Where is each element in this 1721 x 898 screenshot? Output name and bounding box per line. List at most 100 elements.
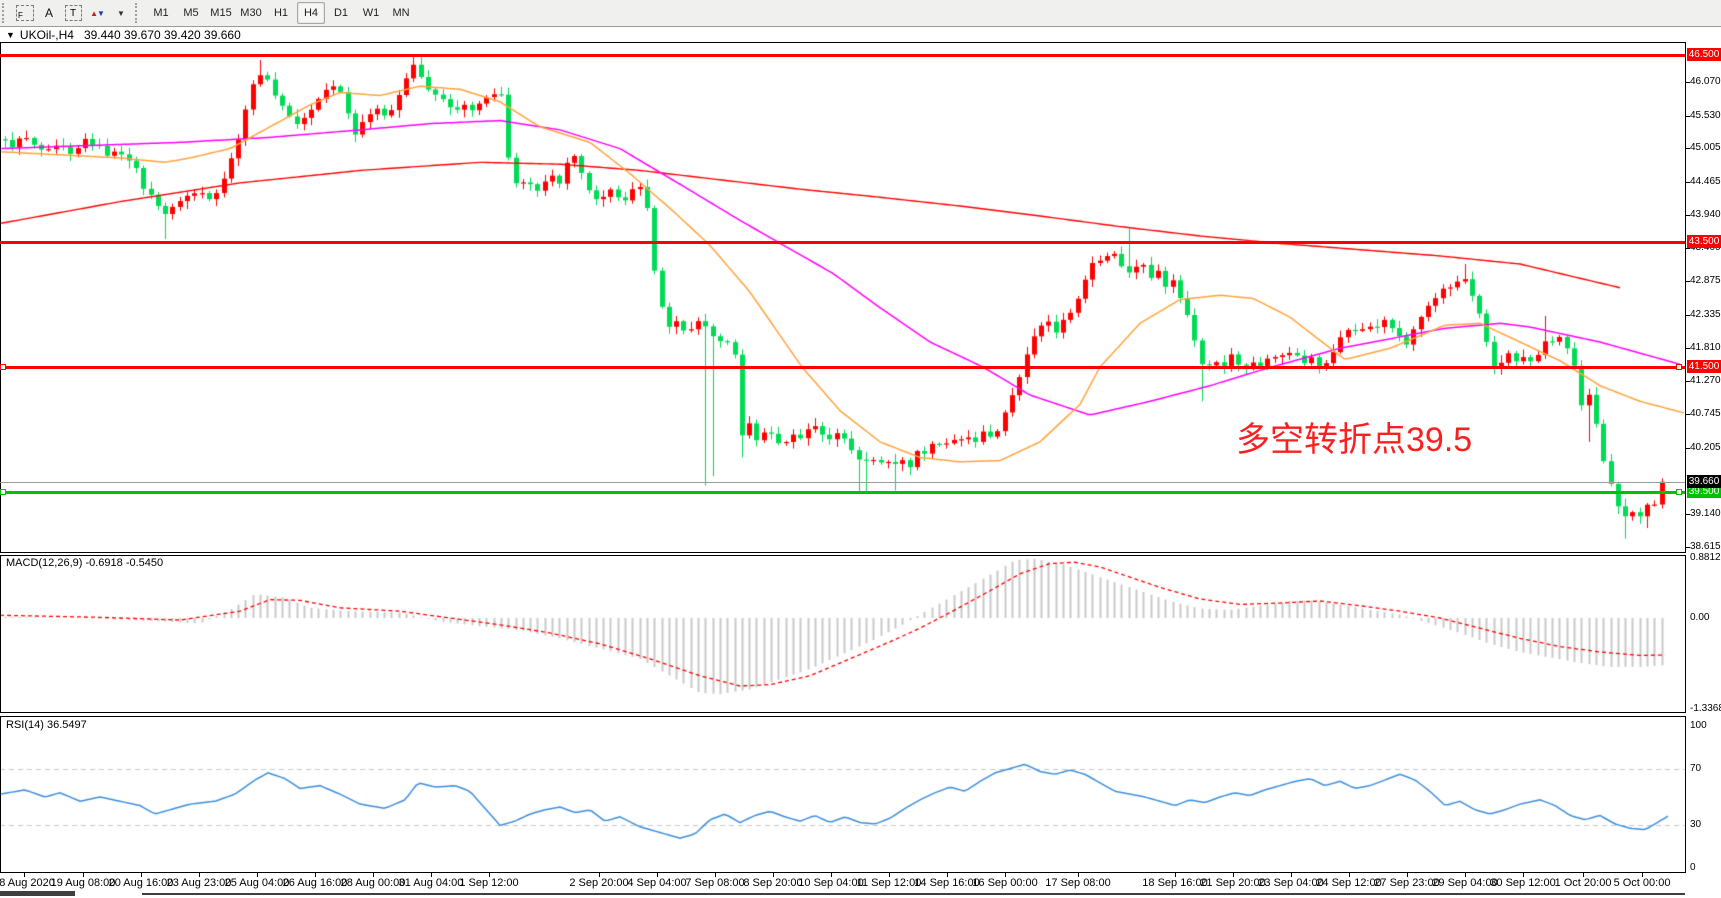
price-axis-label: 44.465 <box>1690 175 1721 187</box>
time-axis-tick <box>1407 873 1408 877</box>
time-axis-label: 26 Aug 16:00 <box>282 877 348 889</box>
time-axis-label: 23 Aug 23:00 <box>166 877 232 889</box>
macd-axis-label: -1.3368 <box>1690 702 1721 714</box>
time-axis-tick <box>715 873 716 877</box>
current-price-line <box>0 481 1685 483</box>
time-axis-label: 28 Aug 00:00 <box>340 877 406 889</box>
support-41500-badge: 41.500 <box>1687 360 1721 373</box>
time-axis-label: 17 Sep 08:00 <box>1045 877 1111 889</box>
resistance-43500-line[interactable] <box>0 241 1685 245</box>
price-axis-tick <box>1686 381 1690 383</box>
price-axis-tick <box>1686 81 1690 83</box>
rsi-axis-label: 0 <box>1690 862 1696 873</box>
resistance-46500-line[interactable] <box>0 54 1685 57</box>
chart-annotation-text[interactable]: 多空转折点39.5 <box>1236 421 1473 459</box>
support-41500-line[interactable] <box>0 366 1685 369</box>
time-axis-tick <box>199 873 200 877</box>
price-axis-label: 41.810 <box>1690 341 1721 353</box>
time-axis-tick <box>431 873 432 877</box>
time-axis-tick <box>1175 873 1176 877</box>
time-axis-label: 16 Sep 00:00 <box>972 877 1038 889</box>
price-axis-label: 46.070 <box>1690 75 1721 87</box>
time-axis-label: 25 Aug 04:00 <box>224 877 290 889</box>
time-axis-label: 18 Sep 16:00 <box>1142 877 1208 889</box>
price-axis-tick <box>1686 181 1690 183</box>
time-axis-label: 24 Sep 12:00 <box>1316 877 1382 889</box>
time-axis-tick <box>1233 873 1234 877</box>
price-axis-tick <box>1686 314 1690 316</box>
time-axis-label: 5 Oct 00:00 <box>1613 877 1671 889</box>
price-axis-label: 42.335 <box>1690 308 1721 320</box>
time-axis-label: 11 Sep 12:00 <box>856 877 922 889</box>
time-axis-tick <box>831 873 832 877</box>
time-axis-tick <box>657 873 658 877</box>
time-axis-label: 8 Sep 20:00 <box>743 877 803 889</box>
time-axis-tick <box>315 873 316 877</box>
time-axis-tick <box>1078 873 1079 877</box>
rsi-axis-label: 100 <box>1690 720 1707 731</box>
resistance-46500-badge: 46.500 <box>1687 48 1721 61</box>
time-axis-tick <box>24 873 25 877</box>
time-axis-tick <box>1642 873 1643 877</box>
macd-axis-label: 0.8812 <box>1690 552 1721 564</box>
time-axis-tick <box>1291 873 1292 877</box>
price-axis-tick <box>1686 447 1690 449</box>
price-axis-tick <box>1686 248 1690 250</box>
time-axis-label: 20 Aug 16:00 <box>108 877 174 889</box>
pivot-39500-handle-right[interactable] <box>1676 488 1682 495</box>
time-axis-label: 1 Oct 20:00 <box>1554 877 1612 889</box>
time-axis-label: 23 Sep 04:00 <box>1258 877 1324 889</box>
time-axis-label: 2 Sep 20:00 <box>569 877 629 889</box>
time-axis-label: 14 Sep 16:00 <box>914 877 980 889</box>
rsi-axis-label: 30 <box>1690 819 1702 831</box>
time-axis-label: 18 Aug 2020 <box>0 877 55 889</box>
price-axis-label: 41.270 <box>1690 375 1721 387</box>
macd-indicator-label: MACD(12,26,9) -0.6918 -0.5450 <box>6 557 164 569</box>
time-axis-tick <box>141 873 142 877</box>
macd-axis-label: 0.00 <box>1690 612 1710 623</box>
price-axis-tick <box>1686 214 1690 216</box>
time-axis-tick <box>889 873 890 877</box>
price-axis-label: 45.530 <box>1690 109 1721 121</box>
support-41500-handle-left[interactable] <box>0 364 6 370</box>
time-axis-tick <box>373 873 374 877</box>
time-axis-tick <box>1583 873 1584 877</box>
time-axis-tick <box>257 873 258 877</box>
price-axis-tick <box>1686 115 1690 117</box>
horizontal-scrollbar-track[interactable] <box>142 893 1685 895</box>
price-axis-tick <box>1686 148 1690 150</box>
price-axis-label: 43.940 <box>1690 208 1721 220</box>
price-axis-label: 39.140 <box>1690 508 1721 520</box>
pivot-39500-badge: 39.500 <box>1687 484 1721 498</box>
time-axis-tick <box>1349 873 1350 877</box>
price-axis-label: 38.615 <box>1690 541 1721 553</box>
time-axis-tick <box>599 873 600 877</box>
current-price-badge: 39.660 <box>1687 474 1721 488</box>
horizontal-scrollbar-thumb[interactable] <box>0 891 75 896</box>
time-axis-tick <box>1523 873 1524 877</box>
resistance-43500-badge: 43.500 <box>1687 235 1721 249</box>
support-41500-handle-right[interactable] <box>1676 364 1682 370</box>
time-axis-label: 19 Aug 08:00 <box>50 877 116 889</box>
time-axis-label: 31 Aug 04:00 <box>398 877 464 889</box>
price-axis-label: 40.745 <box>1690 408 1721 420</box>
time-axis-label: 1 Sep 12:00 <box>459 877 519 889</box>
time-axis-label: 29 Sep 04:00 <box>1432 877 1498 889</box>
price-axis-tick <box>1686 514 1690 516</box>
time-axis-label: 10 Sep 04:00 <box>798 877 864 889</box>
time-axis-label: 21 Sep 20:00 <box>1200 877 1266 889</box>
pivot-39500-handle-left[interactable] <box>0 488 6 495</box>
time-axis-tick <box>947 873 948 877</box>
price-axis-tick <box>1686 347 1690 349</box>
price-axis-tick <box>1686 414 1690 416</box>
time-axis-tick <box>1465 873 1466 877</box>
price-axis-tick <box>1686 547 1690 549</box>
pivot-39500-line[interactable] <box>0 490 1685 494</box>
rsi-axis-label: 70 <box>1690 762 1702 774</box>
time-axis-label: 4 Sep 04:00 <box>627 877 687 889</box>
time-axis-tick <box>83 873 84 877</box>
price-axis-label: 45.005 <box>1690 142 1721 154</box>
time-axis-tick <box>489 873 490 877</box>
